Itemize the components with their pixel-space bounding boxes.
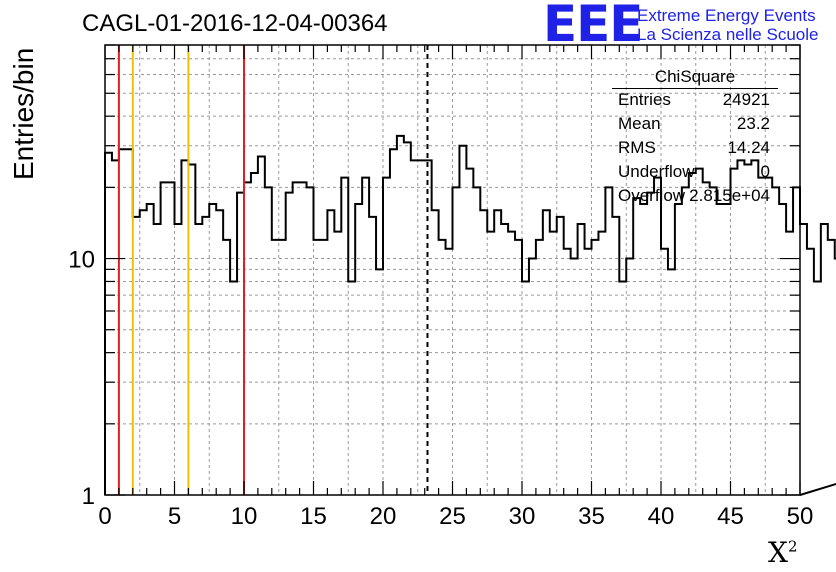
x-tick-label: 15	[300, 503, 327, 530]
y-tick-label: 1	[82, 483, 95, 510]
stats-value: 0	[760, 162, 770, 181]
y-axis-label: Entries/bin	[8, 47, 39, 180]
x-tick-label: 40	[648, 503, 675, 530]
stats-key: RMS	[618, 138, 656, 157]
stats-key: Mean	[618, 114, 661, 133]
x-tick-label: 10	[231, 503, 258, 530]
logo-line-1: Extreme Energy Events	[637, 6, 816, 25]
eee-logo: EEE	[543, 0, 643, 53]
stats-value: 2.815e+04	[689, 186, 770, 205]
stats-row-overflow: Overflow 2.815e+04	[612, 186, 778, 210]
stats-value: 24921	[722, 90, 770, 109]
stats-row-entries: Entries 24921	[612, 90, 778, 114]
x-tick-label: 50	[787, 503, 814, 530]
stats-value: 14.24	[727, 138, 770, 157]
x-tick-label: 25	[439, 503, 466, 530]
stats-row-mean: Mean 23.2	[612, 114, 778, 138]
x-axis-label: X2	[768, 536, 798, 569]
histogram-series	[104, 134, 836, 496]
x-tick-label: 35	[578, 503, 605, 530]
x-tick-label: 30	[509, 503, 536, 530]
x-tick-label: 20	[370, 503, 397, 530]
chart-title: CAGL-01-2016-12-04-00364	[82, 10, 388, 37]
stats-row-underflow: Underflow 0	[612, 162, 778, 186]
x-tick-label: 0	[98, 503, 111, 530]
stats-key: Entries	[618, 90, 671, 109]
stats-box: ChiSquare Entries 24921 Mean 23.2 RMS 14…	[612, 67, 778, 210]
x-tick-label: 45	[717, 503, 744, 530]
stats-key: Underflow	[618, 162, 695, 181]
stats-key: Overflow	[618, 186, 686, 205]
y-tick-label: 10	[68, 247, 95, 274]
stats-title: ChiSquare	[612, 67, 778, 89]
stats-value: 23.2	[736, 114, 770, 133]
logo-line-2: La Scienza nelle Scuole	[637, 25, 819, 44]
x-tick-label: 5	[168, 503, 181, 530]
stats-row-rms: RMS 14.24	[612, 138, 778, 162]
